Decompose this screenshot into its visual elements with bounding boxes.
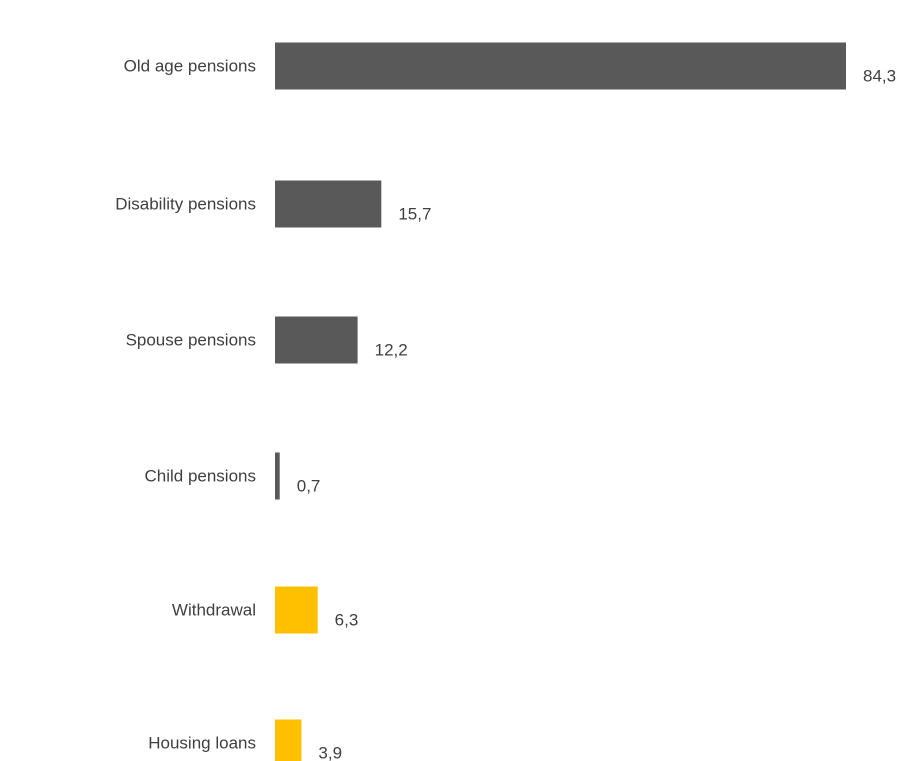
bar-spouse-pensions — [275, 316, 358, 364]
value-label-spouse-pensions: 12,2 — [375, 341, 408, 360]
value-label-withdrawal: 6,3 — [335, 611, 359, 630]
value-label-housing-loans: 3,9 — [318, 744, 342, 761]
category-label-old-age-pensions: Old age pensions — [124, 57, 256, 76]
bar-withdrawal — [275, 586, 318, 634]
value-label-disability-pensions: 15,7 — [398, 205, 431, 224]
value-label-child-pensions: 0,7 — [297, 477, 321, 496]
category-label-housing-loans: Housing loans — [148, 734, 256, 753]
bar-disability-pensions — [275, 180, 382, 228]
value-label-old-age-pensions: 84,3 — [863, 67, 896, 86]
bar-child-pensions — [275, 452, 280, 500]
category-label-spouse-pensions: Spouse pensions — [126, 331, 256, 350]
category-label-withdrawal: Withdrawal — [172, 601, 256, 620]
category-label-child-pensions: Child pensions — [144, 467, 256, 486]
category-label-disability-pensions: Disability pensions — [115, 195, 256, 214]
bar-old-age-pensions — [275, 42, 846, 90]
bar-housing-loans — [275, 719, 302, 761]
